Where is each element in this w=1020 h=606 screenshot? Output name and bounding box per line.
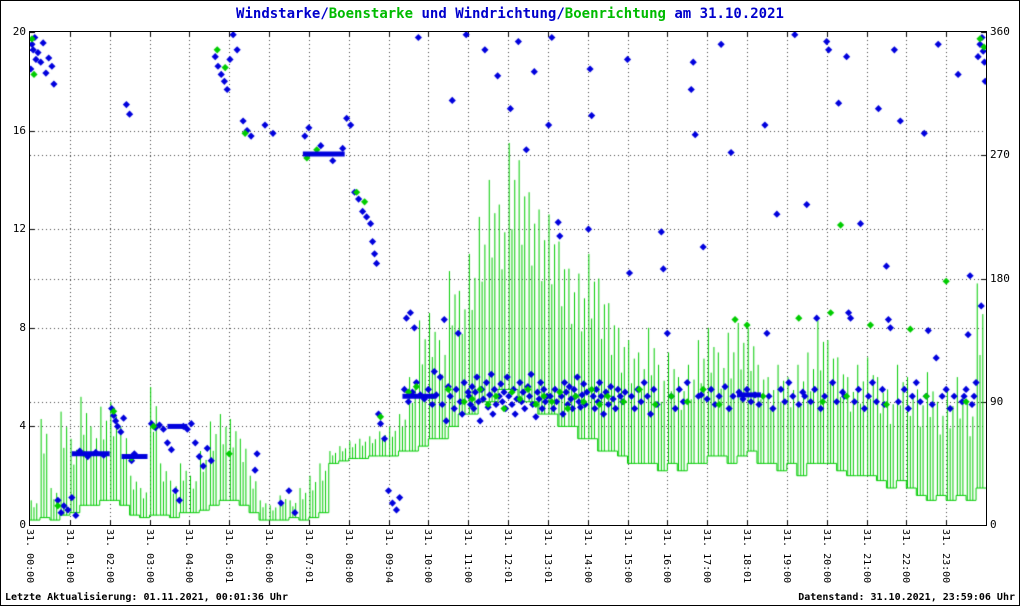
chart-plot-canvas [29,31,987,526]
title-part: Boenstarke [328,6,414,22]
x-axis-tick-label: 31. 19:00 [780,529,792,584]
x-axis-tick-label: 31. 18:01 [741,529,752,584]
x-axis-tick-label: 31. 21:00 [860,529,872,584]
x-axis-tick-label: 31. 20:00 [820,529,832,584]
last-update-text: Letzte Aktualisierung: 01.11.2021, 00:01… [5,592,288,603]
right-axis-tick-label: 90 [990,394,1004,408]
title-part: am 31.10.2021 [665,6,784,22]
x-axis-tick-label: 31. 08:00 [342,529,354,584]
right-axis-tick-label: 180 [990,271,1010,285]
right-axis-tick-label: 360 [990,25,1010,38]
x-axis-tick-label: 31. 11:00 [462,529,474,584]
page-title: Windstarke/Boenstarke und Windrichtung/B… [1,6,1019,22]
x-axis-tick-label: 31. 13:01 [541,529,553,584]
x-axis-tick-label: 31. 12:01 [502,529,513,584]
x-axis-tick-label: 31. 16:00 [661,529,673,584]
left-axis-tick-label: 8 [19,320,26,334]
x-axis-tick-label: 31. 05:01 [223,529,235,584]
x-axis-tick-label: 31. 09:04 [382,529,394,584]
right-axis-tick-label: 0 [990,518,997,531]
right-axis-tick-label: 270 [990,148,1010,162]
x-axis-tick-label: 31. 17:00 [701,529,713,584]
x-axis-tick-label: 31. 04:00 [183,529,195,584]
left-axis-tick-label: 4 [19,419,26,433]
data-timestamp-text: Datenstand: 31.10.2021, 23:59:06 Uhr [798,592,1015,603]
title-part: und [413,6,456,22]
x-axis-tick-label: 31. 01:00 [63,529,75,584]
x-axis-tick-label: 31. 15:00 [621,529,633,584]
x-axis-tick-label: 31. 02:00 [103,529,115,584]
left-axis-tick-label: 16 [12,123,26,137]
x-axis-tick-label: 31. 00:00 [24,529,35,584]
title-part: Windrichtung/ [455,6,565,22]
x-axis-tick-label: 31. 10:00 [422,529,434,584]
x-axis-tick-label: 31. 03:00 [143,529,155,584]
title-part: Boenrichtung [564,6,666,22]
x-axis-tick-label: 31. 14:00 [581,529,593,584]
x-axis-tick-label: 31. 22:00 [900,529,912,584]
x-axis-tick-label: 31. 07:01 [302,529,314,584]
title-part: Windstarke/ [236,6,329,22]
x-axis-tick-label: 31. 06:00 [263,529,274,584]
left-axis-tick-label: 12 [12,222,26,236]
x-axis-tick-label: 31. 23:00 [940,529,952,584]
left-axis-tick-label: 0 [19,518,26,531]
left-axis-tick-label: 20 [12,25,26,38]
